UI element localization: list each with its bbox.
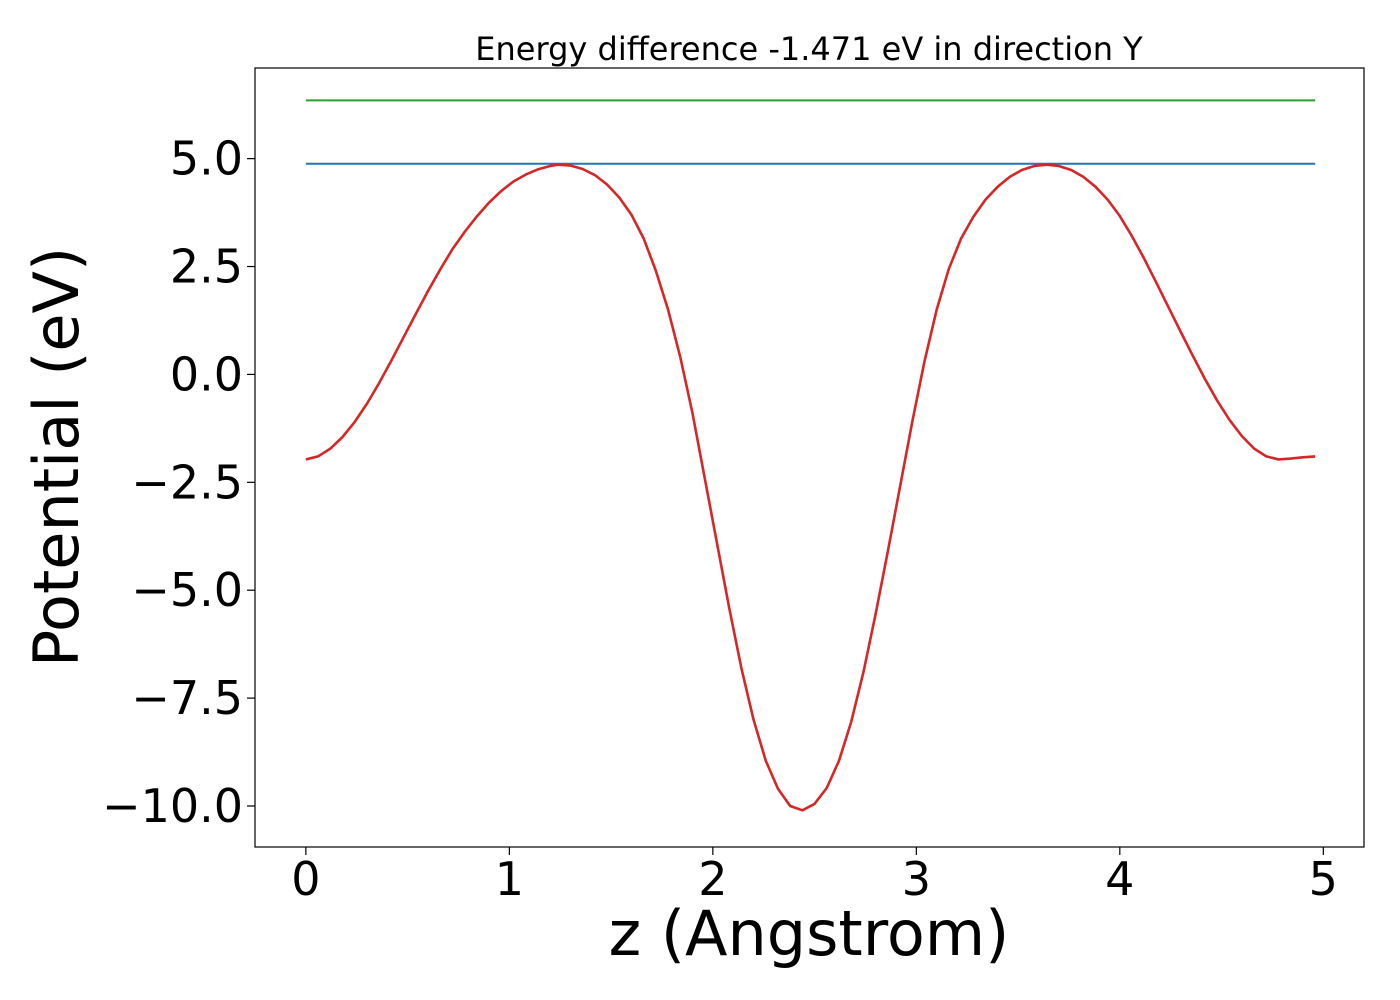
plot-frame (254, 67, 1365, 848)
y-tick-label: −5.0 (131, 563, 243, 617)
x-tick-label: 2 (698, 852, 727, 906)
y-tick-label: −7.5 (131, 671, 243, 725)
y-tick-label: −2.5 (131, 455, 243, 509)
plot-area (305, 99, 1316, 812)
x-tick-label: 1 (495, 852, 524, 906)
y-tick-label: −10.0 (102, 779, 243, 833)
y-axis-label: Potential (eV) (20, 247, 93, 667)
x-tick-label: 0 (291, 852, 320, 906)
y-tick-label: 2.5 (170, 240, 243, 294)
x-tick-label: 3 (902, 852, 931, 906)
axes-ticks: 0 1 2 3 4 5 5.0 2.5 0.0 −2.5 −5.0 −7.5 −10.0 (102, 132, 1338, 906)
x-axis-label: z (Angstrom) (609, 897, 1010, 970)
y-tick-label: 5.0 (170, 132, 243, 186)
y-tick-label: 0.0 (170, 347, 243, 401)
x-tick-label: 5 (1309, 852, 1338, 906)
series-line-3 (305, 163, 1316, 812)
chart-title: Energy difference -1.471 eV in direction… (475, 30, 1143, 68)
x-tick-label: 4 (1105, 852, 1134, 906)
